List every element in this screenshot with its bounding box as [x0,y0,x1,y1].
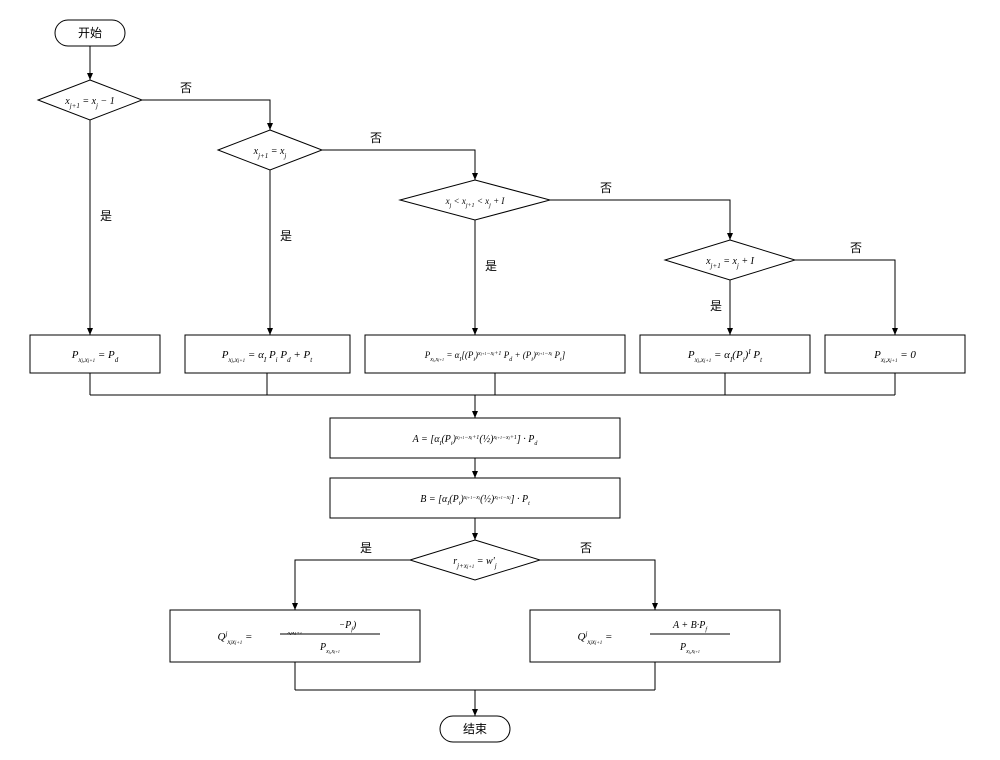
terminal-end: 结束 [440,716,510,742]
label-yes: 是 [280,229,292,243]
process-Q2: A + B·Pf Pxj,xj+1 Qjxjxj+1 = [530,610,780,662]
process-p4: Pxj,xj+1 = αI(Pi)I Pt [640,335,810,373]
edge [142,100,270,130]
decision-d2: xj+1 = xj [218,130,322,170]
edge [795,260,895,335]
end-label: 结束 [463,722,487,736]
label-no: 否 [180,81,192,95]
process-B: B = [αI(Pi)xj+1−xj(½)xj+1−xj] · Pt [330,478,620,518]
decision-d1: xj+1 = xj − 1 [38,80,142,120]
start-label: 开始 [78,26,102,40]
edge [322,150,475,180]
decision-d5: rj+xj+1 = w'j [410,540,540,580]
terminal-start: 开始 [55,20,125,46]
process-A: A = [αI(Pi)xj+1−xj+1(½)xj+1−xj+1] · Pd [330,418,620,458]
label-yes: 是 [710,299,722,313]
label-yes: 是 [485,259,497,273]
decision-d4: xj+1 = xj + I [665,240,795,280]
label-no: 否 [600,181,612,195]
label-no: 否 [370,131,382,145]
label-no: 否 [850,241,862,255]
label-no: 否 [580,541,592,555]
label-yes: 是 [360,541,372,555]
process-p2: Pxj,xj+1 = αI Pi Pd + Pt [185,335,350,373]
flowchart-canvas: 开始 结束 xj+1 = xj − 1 xj+1 = xj xj < xj+1 … [10,10,990,750]
edge [540,560,655,610]
decision-d3: xj < xj+1 < xj + I [400,180,550,220]
process-p5: Pxj,xj+1 = 0 [825,335,965,373]
edge [295,560,410,610]
label-yes: 是 [100,209,112,223]
process-Q1: Qjxjxj+1 = A + B·(1−Pf) Pxj,xj+1 Qjxjxj+… [170,610,420,662]
edge [550,200,730,240]
process-p1: Pxj,xj+1 = Pd [30,335,160,373]
process-p3: Pxj,xj+1 = αI[(Pi)xj+1−xj+1 Pd + (Pi)xj+… [365,335,625,373]
